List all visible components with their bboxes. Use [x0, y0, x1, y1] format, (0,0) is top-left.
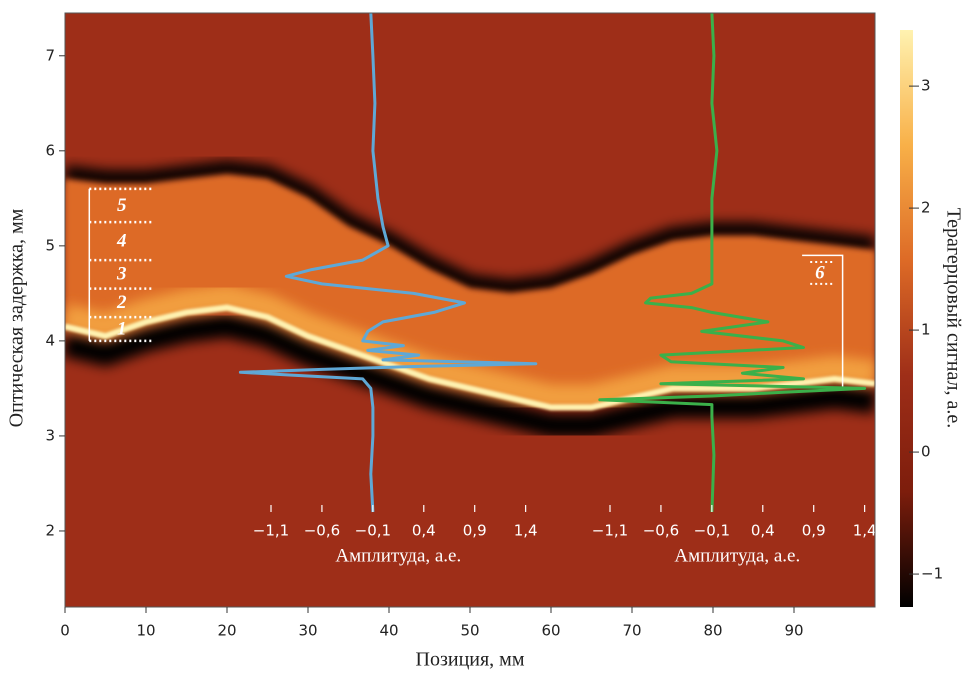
inset-tick-label: 0,9 — [463, 522, 487, 540]
inset-tick-label: −0,6 — [643, 522, 679, 540]
inset-tick-label: 1,4 — [514, 522, 538, 540]
inset-tick-label: −1,1 — [253, 522, 289, 540]
layer-bracket — [802, 254, 844, 389]
layer-label: 6 — [815, 262, 825, 283]
layer-label: 4 — [116, 230, 127, 251]
y-tick-label: 5 — [45, 236, 55, 254]
x-tick-label: 30 — [298, 622, 317, 640]
profile-line — [238, 12, 538, 513]
colorbar-tick-label: 0 — [921, 443, 931, 461]
colorbar-tick-label: 1 — [921, 321, 931, 339]
x-tick-label: 20 — [217, 622, 236, 640]
tissue-glow — [65, 284, 875, 411]
x-tick-label: 70 — [622, 622, 641, 640]
y-tick-label: 2 — [45, 521, 55, 539]
y-tick-label: 4 — [45, 331, 55, 349]
upper-shadow — [65, 160, 875, 296]
profile-line — [598, 12, 867, 513]
colorbar-tick-label: −1 — [921, 565, 943, 583]
x-tick-label: 90 — [784, 622, 803, 640]
lower-shadow — [65, 313, 875, 438]
inset-tick-label: 0,4 — [751, 522, 775, 540]
y-tick-label: 6 — [45, 141, 55, 159]
inset-axis-title: Амплитуда, а.е. — [335, 545, 461, 566]
layer-label: 5 — [117, 195, 127, 216]
colorbar — [900, 30, 913, 607]
colorbar-tick-label: 2 — [921, 199, 931, 217]
inset-tick-label: 0,9 — [802, 522, 826, 540]
inset-tick-label: −0,1 — [355, 522, 391, 540]
surface-bright — [65, 304, 875, 411]
layer-label: 2 — [116, 292, 127, 313]
inset-axis-title: Амплитуда, а.е. — [674, 545, 800, 566]
x-tick-label: 10 — [136, 622, 155, 640]
inset-tick-label: 0,4 — [412, 522, 436, 540]
inset-tick-label: 1,4 — [853, 522, 877, 540]
inset-tick-label: −1,1 — [592, 522, 628, 540]
x-tick-label: 80 — [703, 622, 722, 640]
x-tick-label: 0 — [60, 622, 70, 640]
layer-label: 3 — [116, 264, 127, 285]
y-axis-title: Оптическая задержка, мм — [6, 208, 28, 427]
inset-tick-label: −0,1 — [694, 522, 730, 540]
inset-tick-label: −0,6 — [304, 522, 340, 540]
colorbar-tick-label: 3 — [921, 77, 931, 95]
tissue — [65, 174, 875, 408]
x-tick-label: 40 — [379, 622, 398, 640]
x-axis-title: Позиция, мм — [416, 649, 525, 671]
layer-label: 1 — [117, 318, 127, 339]
y-tick-label: 3 — [45, 426, 55, 444]
y-tick-label: 7 — [45, 46, 55, 64]
x-tick-label: 50 — [460, 622, 479, 640]
overlay: 1 2 3 4 5 6 −1,1 −0,6 −0,1 0,4 0,9 1,4 Амплитуда, а.… — [88, 12, 877, 566]
x-tick-label: 60 — [541, 622, 560, 640]
heatmap — [65, 13, 875, 607]
colorbar-title: Терагерцовый сигнал, а.е. — [942, 208, 963, 429]
